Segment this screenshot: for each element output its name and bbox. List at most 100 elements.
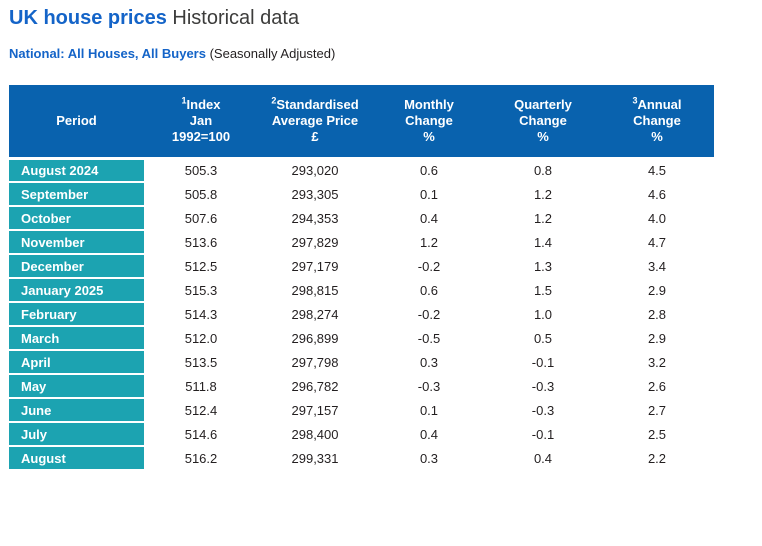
quarterly-change-cell: -0.3: [486, 374, 600, 399]
index-cell: 512.5: [144, 254, 258, 279]
table-row: June 512.4 297,157 0.1 -0.3 2.7: [9, 398, 714, 423]
index-cell: 516.2: [144, 446, 258, 471]
table-header-row: Period 1Index Jan 1992=100 2Standardised…: [9, 85, 714, 160]
quarterly-change-cell: 1.5: [486, 278, 600, 303]
quarterly-change-cell: 1.4: [486, 230, 600, 255]
price-cell: 297,157: [258, 398, 372, 423]
annual-change-cell: 2.5: [600, 422, 714, 447]
period-cell: August 2024: [9, 158, 144, 183]
table-row: August 516.2 299,331 0.3 0.4 2.2: [9, 446, 714, 471]
table-row: April 513.5 297,798 0.3 -0.1 3.2: [9, 350, 714, 375]
quarterly-change-cell: -0.3: [486, 398, 600, 423]
price-cell: 297,798: [258, 350, 372, 375]
monthly-change-cell: -0.5: [372, 326, 486, 351]
house-price-table: Period 1Index Jan 1992=100 2Standardised…: [9, 85, 714, 471]
footnote-marker-3: 3: [632, 95, 638, 106]
index-cell: 512.4: [144, 398, 258, 423]
index-cell: 513.6: [144, 230, 258, 255]
period-cell: September: [9, 182, 144, 207]
title-product: UK house prices: [9, 7, 167, 29]
monthly-change-cell: 0.1: [372, 398, 486, 423]
quarterly-change-cell: 0.5: [486, 326, 600, 351]
index-cell: 514.3: [144, 302, 258, 327]
footnote-marker-2: 2: [271, 95, 277, 106]
price-cell: 296,899: [258, 326, 372, 351]
subtitle: National: All Houses, All Buyers (Season…: [9, 46, 762, 62]
period-cell: May: [9, 374, 144, 399]
column-header-average-price: 2Standardised Average Price £: [258, 85, 372, 160]
column-header-annual-change: 3Annual Change %: [600, 85, 714, 160]
index-cell: 505.8: [144, 182, 258, 207]
price-cell: 297,179: [258, 254, 372, 279]
annual-change-cell: 2.6: [600, 374, 714, 399]
annual-change-cell: 4.7: [600, 230, 714, 255]
monthly-change-cell: -0.2: [372, 254, 486, 279]
index-cell: 514.6: [144, 422, 258, 447]
monthly-change-cell: 0.3: [372, 350, 486, 375]
price-cell: 298,274: [258, 302, 372, 327]
period-cell: February: [9, 302, 144, 327]
annual-change-cell: 4.5: [600, 158, 714, 183]
monthly-change-cell: -0.2: [372, 302, 486, 327]
column-header-index: 1Index Jan 1992=100: [144, 85, 258, 160]
period-cell: March: [9, 326, 144, 351]
price-cell: 297,829: [258, 230, 372, 255]
table-row: November 513.6 297,829 1.2 1.4 4.7: [9, 230, 714, 255]
quarterly-change-cell: -0.1: [486, 422, 600, 447]
column-header-quarterly-change: Quarterly Change %: [486, 85, 600, 160]
annual-change-cell: 2.9: [600, 326, 714, 351]
monthly-change-cell: 0.6: [372, 278, 486, 303]
quarterly-change-cell: 1.2: [486, 182, 600, 207]
monthly-change-cell: 1.2: [372, 230, 486, 255]
price-cell: 298,815: [258, 278, 372, 303]
period-cell: July: [9, 422, 144, 447]
price-cell: 293,020: [258, 158, 372, 183]
annual-change-cell: 2.9: [600, 278, 714, 303]
period-cell: October: [9, 206, 144, 231]
subtitle-adjustment: (Seasonally Adjusted): [209, 46, 336, 61]
quarterly-change-cell: 1.3: [486, 254, 600, 279]
monthly-change-cell: 0.4: [372, 422, 486, 447]
table-row: December 512.5 297,179 -0.2 1.3 3.4: [9, 254, 714, 279]
price-cell: 293,305: [258, 182, 372, 207]
monthly-change-cell: 0.4: [372, 206, 486, 231]
price-cell: 299,331: [258, 446, 372, 471]
column-header-monthly-change: Monthly Change %: [372, 85, 486, 160]
quarterly-change-cell: -0.1: [486, 350, 600, 375]
table-row: August 2024 505.3 293,020 0.6 0.8 4.5: [9, 158, 714, 183]
table-row: March 512.0 296,899 -0.5 0.5 2.9: [9, 326, 714, 351]
quarterly-change-cell: 0.4: [486, 446, 600, 471]
annual-change-cell: 2.7: [600, 398, 714, 423]
annual-change-cell: 4.6: [600, 182, 714, 207]
page: UK house prices Historical data National…: [9, 6, 762, 471]
period-cell: November: [9, 230, 144, 255]
quarterly-change-cell: 1.2: [486, 206, 600, 231]
subtitle-series: National: All Houses, All Buyers: [9, 46, 206, 61]
period-cell: December: [9, 254, 144, 279]
index-cell: 512.0: [144, 326, 258, 351]
index-cell: 511.8: [144, 374, 258, 399]
period-cell: January 2025: [9, 278, 144, 303]
table-row: May 511.8 296,782 -0.3 -0.3 2.6: [9, 374, 714, 399]
table-row: July 514.6 298,400 0.4 -0.1 2.5: [9, 422, 714, 447]
index-cell: 505.3: [144, 158, 258, 183]
title-section: Historical data: [172, 7, 300, 29]
table-row: January 2025 515.3 298,815 0.6 1.5 2.9: [9, 278, 714, 303]
annual-change-cell: 4.0: [600, 206, 714, 231]
index-cell: 515.3: [144, 278, 258, 303]
table-row: October 507.6 294,353 0.4 1.2 4.0: [9, 206, 714, 231]
annual-change-cell: 3.4: [600, 254, 714, 279]
monthly-change-cell: 0.6: [372, 158, 486, 183]
column-header-period: Period: [9, 85, 144, 160]
footnote-marker-1: 1: [181, 95, 187, 106]
index-cell: 507.6: [144, 206, 258, 231]
table-row: February 514.3 298,274 -0.2 1.0 2.8: [9, 302, 714, 327]
quarterly-change-cell: 0.8: [486, 158, 600, 183]
index-cell: 513.5: [144, 350, 258, 375]
table-row: September 505.8 293,305 0.1 1.2 4.6: [9, 182, 714, 207]
quarterly-change-cell: 1.0: [486, 302, 600, 327]
monthly-change-cell: 0.1: [372, 182, 486, 207]
monthly-change-cell: 0.3: [372, 446, 486, 471]
page-title: UK house prices Historical data: [9, 6, 762, 30]
price-cell: 296,782: [258, 374, 372, 399]
